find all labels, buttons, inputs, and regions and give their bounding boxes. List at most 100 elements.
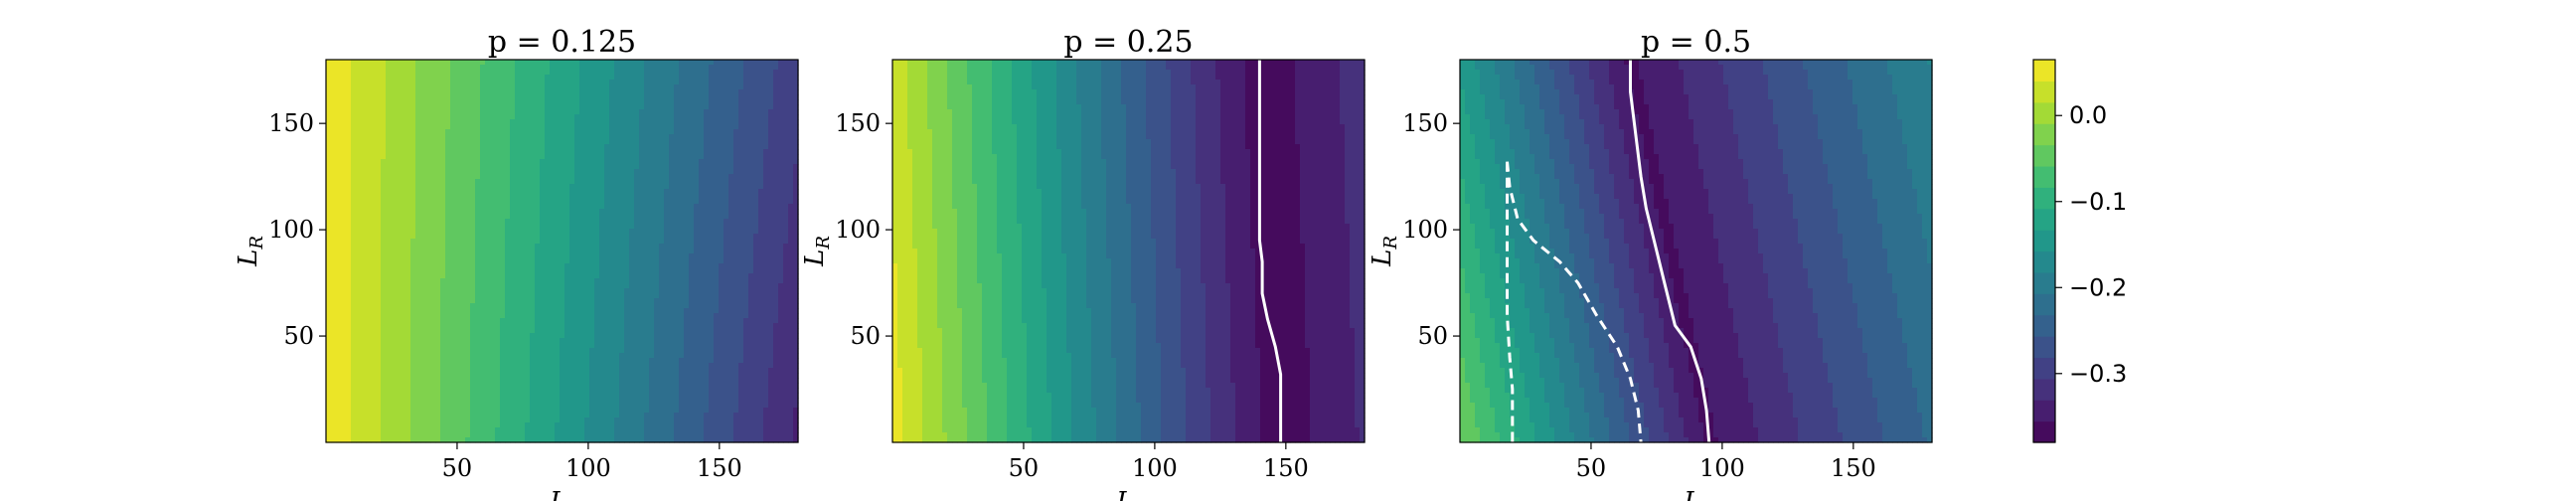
heatmap-cell xyxy=(391,104,397,110)
heatmap-cell xyxy=(336,65,342,71)
heatmap-cell xyxy=(465,234,471,240)
heatmap-cell xyxy=(624,184,630,190)
heatmap-cell xyxy=(356,199,362,205)
heatmap-cell xyxy=(495,144,501,150)
heatmap-cell xyxy=(356,293,362,299)
heatmap-cell xyxy=(599,263,605,269)
heatmap-cell xyxy=(624,343,630,349)
heatmap-cell xyxy=(435,403,441,409)
heatmap-cell xyxy=(584,194,590,200)
heatmap-cell xyxy=(381,114,387,120)
heatmap-cell xyxy=(440,134,446,140)
heatmap-cell xyxy=(331,278,337,284)
heatmap-cell xyxy=(396,109,402,115)
heatmap-cell xyxy=(535,244,541,250)
heatmap-cell xyxy=(564,333,570,339)
heatmap-cell xyxy=(589,383,595,389)
heatmap-cell xyxy=(510,94,516,100)
heatmap-cell xyxy=(371,318,377,324)
heatmap-cell xyxy=(619,194,625,200)
heatmap-cell xyxy=(371,164,377,170)
heatmap-cell xyxy=(604,288,610,294)
heatmap-cell xyxy=(599,219,605,225)
heatmap-cell xyxy=(599,358,605,364)
heatmap-cell xyxy=(405,65,411,71)
heatmap-cell xyxy=(396,249,402,254)
heatmap-cell xyxy=(644,65,650,71)
heatmap-cell xyxy=(460,348,466,354)
heatmap-cell xyxy=(490,422,496,428)
heatmap-cell xyxy=(584,383,590,389)
heatmap-cell xyxy=(510,144,516,150)
heatmap-cell xyxy=(371,383,377,389)
heatmap-cell xyxy=(450,273,456,279)
heatmap-cell xyxy=(520,353,526,359)
heatmap-cell xyxy=(604,408,610,414)
heatmap-cell xyxy=(520,104,526,110)
heatmap-cell xyxy=(609,234,615,240)
heatmap-cell xyxy=(564,263,570,269)
heatmap-cell xyxy=(391,268,397,274)
heatmap-cell xyxy=(376,119,382,125)
heatmap-cell xyxy=(341,194,347,200)
heatmap-cell xyxy=(500,60,506,66)
heatmap-cell xyxy=(346,159,352,165)
heatmap-cell xyxy=(326,293,332,299)
heatmap-cell xyxy=(480,288,486,294)
heatmap-cell xyxy=(450,239,456,245)
heatmap-cell xyxy=(574,348,580,354)
heatmap-cell xyxy=(331,418,337,423)
heatmap-cell xyxy=(420,363,426,369)
heatmap-cell xyxy=(510,373,516,379)
heatmap-cell xyxy=(460,263,466,269)
heatmap-cell xyxy=(604,244,610,250)
heatmap-cell xyxy=(495,249,501,254)
heatmap-cell xyxy=(396,353,402,359)
heatmap-cell xyxy=(435,169,441,175)
heatmap-cell xyxy=(465,94,471,100)
heatmap-cell xyxy=(535,358,541,364)
heatmap-cell xyxy=(569,60,575,66)
heatmap-cell xyxy=(391,94,397,100)
heatmap-cell xyxy=(415,99,421,105)
heatmap-cell xyxy=(401,263,406,269)
heatmap-cell xyxy=(386,328,392,334)
heatmap-cell xyxy=(525,273,531,279)
heatmap-cell xyxy=(391,258,397,264)
heatmap-cell xyxy=(376,378,382,384)
heatmap-cell xyxy=(430,403,436,409)
heatmap-cell xyxy=(564,169,570,175)
heatmap-cell xyxy=(510,398,516,404)
heatmap-cell xyxy=(535,144,541,150)
heatmap-cell xyxy=(599,124,605,130)
heatmap-cell xyxy=(391,99,397,105)
heatmap-cell xyxy=(430,293,436,299)
heatmap-cell xyxy=(545,283,551,289)
heatmap-cell xyxy=(629,253,635,259)
heatmap-cell xyxy=(495,80,501,85)
heatmap-cell xyxy=(356,388,362,394)
heatmap-cell xyxy=(366,149,372,155)
heatmap-cell xyxy=(351,333,357,339)
heatmap-cell xyxy=(341,263,347,269)
heatmap-cell xyxy=(500,432,506,438)
heatmap-cell xyxy=(555,139,561,145)
heatmap-cell xyxy=(535,383,541,389)
heatmap-cell xyxy=(535,174,541,180)
heatmap-cell xyxy=(614,119,620,125)
heatmap-cell xyxy=(396,154,402,160)
heatmap-cell xyxy=(525,398,531,404)
heatmap-cell xyxy=(535,164,541,170)
heatmap-cell xyxy=(644,378,650,384)
heatmap-cell xyxy=(644,358,650,364)
heatmap-cell xyxy=(336,60,342,66)
heatmap-cell xyxy=(629,437,635,443)
heatmap-cell xyxy=(475,94,481,100)
heatmap-cell xyxy=(485,358,491,364)
heatmap-cell xyxy=(356,139,362,145)
heatmap-cell xyxy=(415,427,421,433)
heatmap-cell xyxy=(515,432,521,438)
heatmap-cell xyxy=(515,199,521,205)
heatmap-cell xyxy=(396,323,402,329)
heatmap-cell xyxy=(450,189,456,195)
